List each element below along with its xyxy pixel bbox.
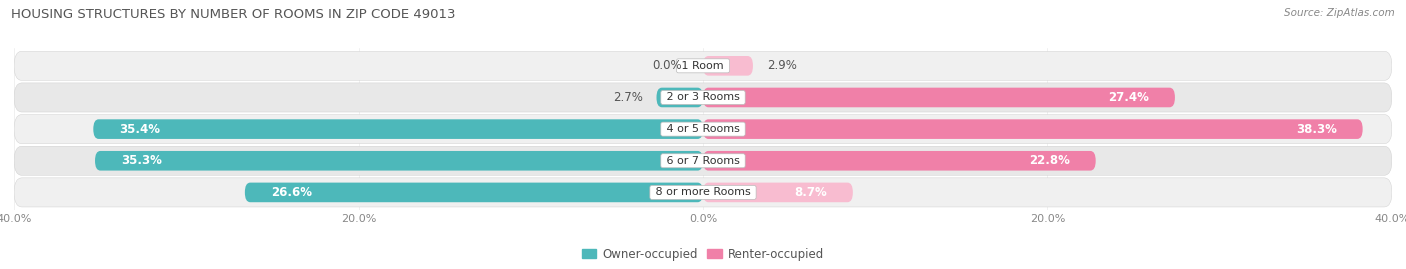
FancyBboxPatch shape	[96, 151, 703, 171]
Text: 2.9%: 2.9%	[766, 59, 797, 72]
FancyBboxPatch shape	[14, 146, 1392, 175]
FancyBboxPatch shape	[703, 88, 1175, 107]
Text: 8 or more Rooms: 8 or more Rooms	[652, 187, 754, 197]
FancyBboxPatch shape	[703, 56, 754, 76]
FancyBboxPatch shape	[14, 178, 1392, 207]
Legend: Owner-occupied, Renter-occupied: Owner-occupied, Renter-occupied	[578, 243, 828, 265]
Text: 2 or 3 Rooms: 2 or 3 Rooms	[662, 93, 744, 102]
FancyBboxPatch shape	[93, 119, 703, 139]
FancyBboxPatch shape	[14, 83, 1392, 112]
FancyBboxPatch shape	[657, 88, 703, 107]
FancyBboxPatch shape	[14, 115, 1392, 144]
Text: HOUSING STRUCTURES BY NUMBER OF ROOMS IN ZIP CODE 49013: HOUSING STRUCTURES BY NUMBER OF ROOMS IN…	[11, 8, 456, 21]
Text: 35.3%: 35.3%	[121, 154, 162, 167]
Text: 22.8%: 22.8%	[1029, 154, 1070, 167]
Text: 1 Room: 1 Room	[679, 61, 727, 71]
Text: 0.0%: 0.0%	[652, 59, 682, 72]
Text: 2.7%: 2.7%	[613, 91, 643, 104]
FancyBboxPatch shape	[703, 151, 1095, 171]
Text: 26.6%: 26.6%	[271, 186, 312, 199]
Text: 4 or 5 Rooms: 4 or 5 Rooms	[662, 124, 744, 134]
Text: 8.7%: 8.7%	[794, 186, 827, 199]
Text: 6 or 7 Rooms: 6 or 7 Rooms	[662, 156, 744, 166]
Text: Source: ZipAtlas.com: Source: ZipAtlas.com	[1284, 8, 1395, 18]
Text: 38.3%: 38.3%	[1296, 123, 1337, 136]
FancyBboxPatch shape	[245, 183, 703, 202]
Text: 35.4%: 35.4%	[120, 123, 160, 136]
Text: 27.4%: 27.4%	[1108, 91, 1149, 104]
FancyBboxPatch shape	[703, 119, 1362, 139]
FancyBboxPatch shape	[703, 183, 853, 202]
FancyBboxPatch shape	[14, 51, 1392, 80]
